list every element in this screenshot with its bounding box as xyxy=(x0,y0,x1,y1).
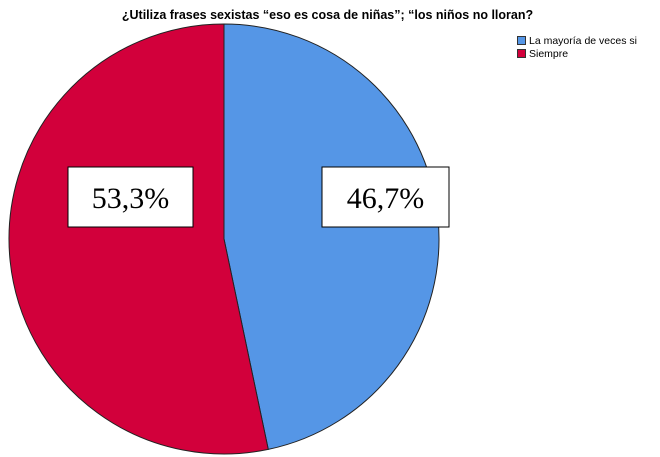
legend-swatch-siempre xyxy=(517,49,526,58)
chart-title: ¿Utiliza frases sexistas “eso es cosa de… xyxy=(121,8,534,22)
legend-label-siempre: Siempre xyxy=(529,47,569,60)
data-label-box-0 xyxy=(321,166,450,228)
legend: La mayoría de veces si Siempre xyxy=(517,34,637,60)
data-label-box-1 xyxy=(67,166,194,228)
pie-data-labels: 46,7% 53,3% xyxy=(67,166,450,228)
legend-label-la-mayoria: La mayoría de veces si xyxy=(529,34,637,47)
legend-swatch-la-mayoria xyxy=(517,36,526,45)
data-label-1: 53,3% xyxy=(92,182,170,215)
pie-slices xyxy=(8,23,440,455)
data-label-0: 46,7% xyxy=(347,182,425,215)
legend-item-la-mayoria: La mayoría de veces si xyxy=(517,34,637,47)
pie-slice-0 xyxy=(223,23,440,450)
legend-item-siempre: Siempre xyxy=(517,47,637,60)
pie-slice-1 xyxy=(8,23,269,455)
